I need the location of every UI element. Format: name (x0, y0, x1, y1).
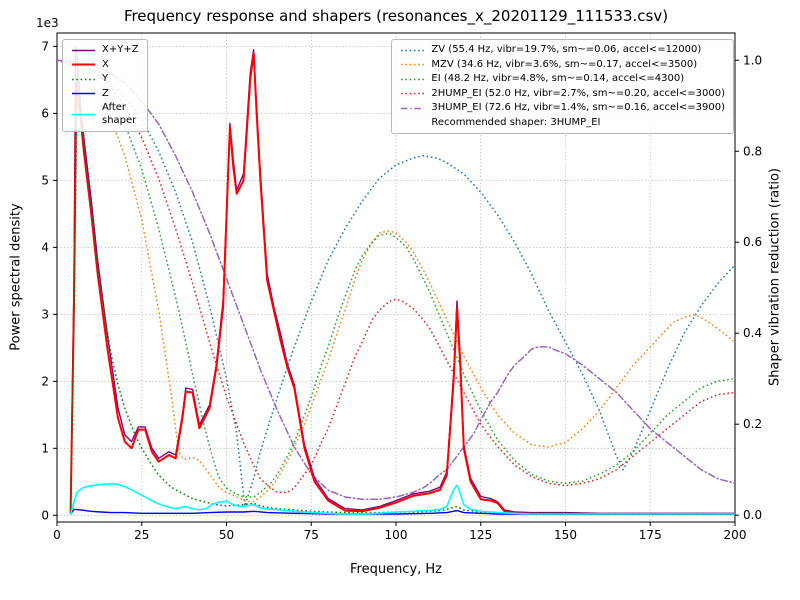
legend-item: MZV (34.6 Hz, vibr=3.6%, sm~=0.17, accel… (400, 59, 725, 72)
series-2HUMP_EI (57, 59, 735, 494)
y-right-tick-label: 0.2 (743, 417, 762, 431)
legend-item-label: ZV (55.4 Hz, vibr=19.7%, sm~=0.06, accel… (431, 44, 702, 55)
y-left-tick-label: 3 (41, 307, 49, 321)
legend-item: X (71, 59, 139, 72)
legend-item-label: Recommended shaper: 3HUMP_EI (431, 116, 601, 128)
y-left-tick-label: 7 (41, 39, 49, 53)
legend-line-sample (72, 49, 95, 51)
y-right-tick-label: 1.0 (743, 53, 762, 67)
y-right-tick-label: 0.6 (743, 235, 762, 249)
y-left-tick-label: 4 (41, 240, 49, 254)
x-tick-label: 50 (219, 528, 234, 542)
legend-item-label: EI (48.2 Hz, vibr=4.8%, sm~=0.14, accel<… (431, 73, 685, 84)
legend-shapers: ZV (55.4 Hz, vibr=19.7%, sm~=0.06, accel… (391, 39, 734, 134)
series-group (57, 45, 735, 515)
y-axis-left-label: Power spectral density (8, 203, 24, 351)
x-tick-label: 125 (469, 528, 492, 542)
x-tick-label: 75 (304, 528, 319, 542)
legend-item: EI (48.2 Hz, vibr=4.8%, sm~=0.14, accel<… (400, 73, 725, 86)
legend-line-sample (400, 117, 425, 128)
y-left-tick-label: 2 (41, 374, 49, 388)
legend-psd: X+Y+Z X Y Z After shaper (62, 39, 148, 132)
legend-item-label: Z (102, 87, 109, 99)
series-3HUMP_EI (57, 59, 735, 501)
series-After-shaper (69, 482, 735, 515)
y-left-tick-label: 1 (41, 441, 49, 455)
legend-item: X+Y+Z (71, 44, 139, 57)
legend-line-sample (72, 63, 95, 66)
x-tick-label: 0 (53, 528, 61, 542)
y-axis-offset-text: 1e3 (36, 16, 59, 30)
legend-line-sample (72, 113, 95, 116)
chart-title: Frequency response and shapers (resonanc… (123, 7, 669, 25)
legend-item-label: Y (102, 73, 109, 84)
legend-item-label: X (102, 58, 109, 70)
series-Z (69, 508, 735, 515)
legend-item: Z (71, 88, 139, 101)
legend-item: After shaper (71, 102, 139, 127)
legend-item-label: After shaper (102, 102, 137, 126)
legend-line-sample (401, 49, 425, 51)
legend-item-label: MZV (34.6 Hz, vibr=3.6%, sm~=0.17, accel… (431, 58, 698, 70)
legend-item: ZV (55.4 Hz, vibr=19.7%, sm~=0.06, accel… (400, 44, 725, 57)
x-tick-label: 100 (385, 528, 408, 542)
legend-item-label: X+Y+Z (102, 44, 139, 55)
legend-line-sample (72, 93, 95, 95)
series-X (69, 52, 735, 515)
legend-item: Recommended shaper: 3HUMP_EI (400, 117, 725, 130)
x-axis-label: Frequency, Hz (349, 562, 443, 577)
y-right-tick-label: 0.0 (743, 508, 762, 522)
series-ZV (57, 59, 735, 507)
y-left-tick-label: 6 (41, 106, 49, 120)
y-right-tick-label: 0.8 (743, 144, 762, 158)
y-right-tick-label: 0.4 (743, 326, 762, 340)
y-left-tick-label: 0 (41, 508, 49, 522)
x-tick-label: 150 (554, 528, 577, 542)
legend-line-sample (401, 107, 425, 109)
x-tick-label: 25 (134, 528, 149, 542)
legend-item-label: 2HUMP_EI (52.0 Hz, vibr=2.7%, sm~=0.20, … (431, 87, 725, 99)
legend-line-sample (401, 78, 425, 80)
legend-line-sample (401, 64, 425, 66)
legend-item-label: 3HUMP_EI (72.6 Hz, vibr=1.4%, sm~=0.16, … (431, 102, 725, 113)
y-axis-right-label: Shaper vibration reduction (ratio) (767, 168, 783, 386)
x-tick-label: 200 (724, 528, 747, 542)
legend-line-sample (72, 78, 95, 80)
legend-item: 2HUMP_EI (52.0 Hz, vibr=2.7%, sm~=0.20, … (400, 88, 725, 101)
legend-line-sample (401, 93, 425, 95)
y-left-tick-label: 5 (41, 173, 49, 187)
legend-item: Y (71, 73, 139, 86)
x-tick-label: 175 (639, 528, 662, 542)
legend-item: 3HUMP_EI (72.6 Hz, vibr=1.4%, sm~=0.16, … (400, 102, 725, 115)
